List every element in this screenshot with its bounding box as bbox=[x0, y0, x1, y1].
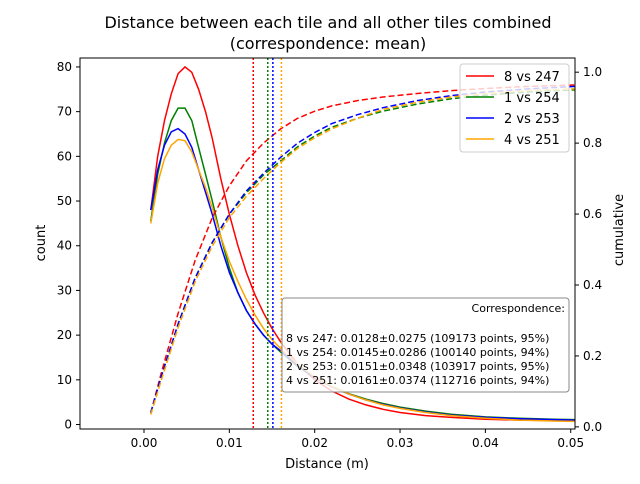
legend-label: 1 vs 254 bbox=[504, 91, 560, 106]
legend-label: 2 vs 253 bbox=[504, 112, 560, 127]
x-tick-label: 0.02 bbox=[301, 436, 328, 450]
x-axis-ticks: 0.00 0.01 0.02 0.03 0.04 0.05 bbox=[131, 429, 584, 450]
y-tick-label: 50 bbox=[57, 194, 72, 208]
annotation-line: 4 vs 251: 0.0161±0.0374 (112716 points, … bbox=[286, 374, 549, 387]
cumulative-line-3 bbox=[150, 88, 575, 415]
y-axis-right-label: cumulative bbox=[612, 194, 627, 266]
histogram-line-0 bbox=[150, 65, 575, 422]
y2-tick-label: 0.8 bbox=[583, 136, 602, 150]
y2-tick-label: 0.0 bbox=[583, 420, 602, 434]
y-tick-label: 30 bbox=[57, 283, 72, 297]
annotation-line: 8 vs 247: 0.0128±0.0275 (109173 points, … bbox=[286, 332, 549, 345]
x-tick-label: 0.00 bbox=[131, 436, 158, 450]
mean-lines bbox=[252, 58, 283, 429]
y-tick-label: 40 bbox=[57, 239, 72, 253]
axes-frame bbox=[79, 57, 576, 430]
y2-tick-label: 0.4 bbox=[583, 278, 602, 292]
legend-box bbox=[459, 63, 570, 153]
y-tick-label: 20 bbox=[57, 328, 72, 342]
y-tick-label: 70 bbox=[57, 105, 72, 119]
histogram-line-3 bbox=[150, 138, 575, 423]
y2-tick-label: 0.6 bbox=[583, 207, 602, 221]
x-tick-label: 0.01 bbox=[216, 436, 243, 450]
y-axis-right-ticks: 0.0 0.2 0.4 0.6 0.8 1.0 bbox=[575, 65, 602, 434]
annotation-line: 1 vs 254: 0.0145±0.0286 (100140 points, … bbox=[286, 346, 549, 359]
annotation-title: Correspondence: bbox=[472, 302, 565, 315]
x-tick-label: 0.05 bbox=[557, 436, 584, 450]
x-tick-label: 0.03 bbox=[387, 436, 414, 450]
chart-title-line2: (correspondence: mean) bbox=[230, 34, 427, 53]
y2-tick-label: 0.2 bbox=[583, 349, 602, 363]
chart-title-line1: Distance between each tile and all other… bbox=[104, 13, 551, 32]
y-axis-left-ticks: 0 10 20 30 40 50 60 70 80 bbox=[57, 60, 80, 432]
legend-label: 4 vs 251 bbox=[504, 133, 560, 148]
y-tick-label: 10 bbox=[57, 373, 72, 387]
legend-label: 8 vs 247 bbox=[504, 70, 560, 85]
histogram-lines bbox=[150, 65, 575, 423]
y-tick-label: 0 bbox=[64, 418, 72, 432]
cumulative-line-0 bbox=[150, 84, 575, 413]
annotation-line: 2 vs 253: 0.0151±0.0348 (103917 points, … bbox=[286, 360, 549, 373]
legend: 8 vs 247 1 vs 254 2 vs 253 4 vs 251 bbox=[459, 63, 570, 153]
y-tick-label: 60 bbox=[57, 149, 72, 163]
y2-tick-label: 1.0 bbox=[583, 65, 602, 79]
cumulative-line-1 bbox=[150, 89, 575, 413]
y-axis-label: count bbox=[34, 225, 49, 262]
x-axis-label: Distance (m) bbox=[285, 457, 369, 472]
y-tick-label: 80 bbox=[57, 60, 72, 74]
stats-annotation: Correspondence: 8 vs 247: 0.0128±0.0275 … bbox=[281, 297, 570, 393]
x-tick-label: 0.04 bbox=[472, 436, 499, 450]
cumulative-lines bbox=[150, 84, 575, 415]
annotation-box bbox=[281, 297, 570, 393]
